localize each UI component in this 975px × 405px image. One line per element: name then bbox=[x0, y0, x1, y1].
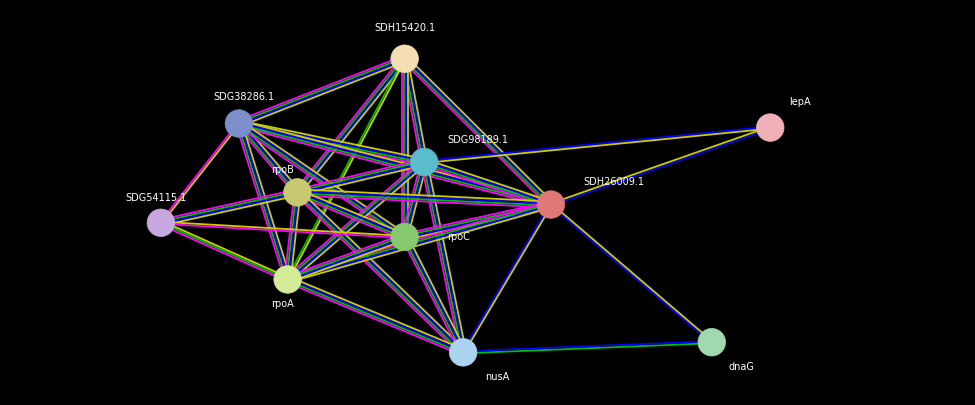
Text: rpoA: rpoA bbox=[271, 299, 294, 309]
Text: nusA: nusA bbox=[486, 373, 509, 382]
Text: SDH26009.1: SDH26009.1 bbox=[584, 177, 644, 187]
Circle shape bbox=[757, 114, 784, 141]
Circle shape bbox=[537, 191, 565, 218]
Text: SDH15420.1: SDH15420.1 bbox=[374, 23, 435, 33]
Text: dnaG: dnaG bbox=[728, 362, 754, 372]
Text: SDG98189.1: SDG98189.1 bbox=[448, 135, 508, 145]
Circle shape bbox=[284, 179, 311, 206]
Circle shape bbox=[391, 223, 418, 251]
Circle shape bbox=[225, 110, 253, 137]
Text: rpoC: rpoC bbox=[447, 232, 470, 242]
Circle shape bbox=[274, 266, 301, 293]
Text: lepA: lepA bbox=[789, 98, 810, 107]
Circle shape bbox=[698, 328, 725, 356]
Circle shape bbox=[449, 339, 477, 366]
Text: SDG38286.1: SDG38286.1 bbox=[214, 92, 274, 102]
Circle shape bbox=[147, 209, 175, 237]
Circle shape bbox=[391, 45, 418, 72]
Text: SDG54115.1: SDG54115.1 bbox=[126, 194, 186, 203]
Text: rpoB: rpoB bbox=[271, 165, 294, 175]
Circle shape bbox=[410, 148, 438, 176]
